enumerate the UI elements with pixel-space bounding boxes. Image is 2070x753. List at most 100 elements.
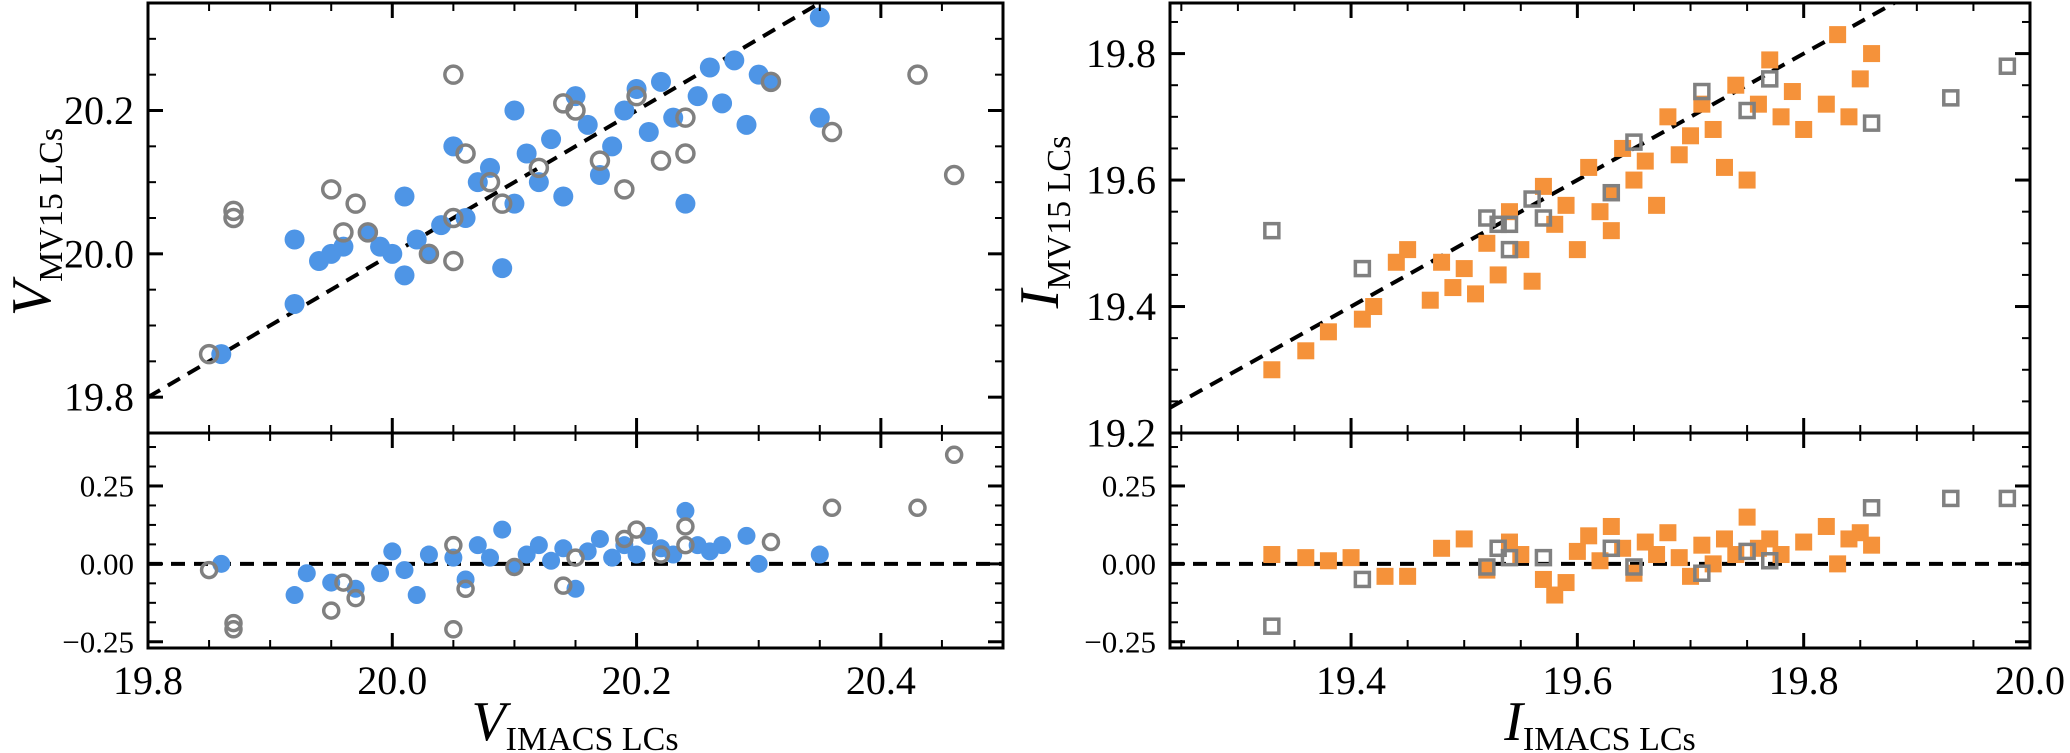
i-top-filled-point	[1727, 76, 1745, 94]
v-top-open-point	[418, 243, 440, 265]
v-bottom-open-point	[444, 535, 463, 555]
v-top-filled-point	[382, 243, 403, 264]
i-bottom-filled-point	[1342, 549, 1360, 567]
i-top-open-point	[1862, 114, 1881, 132]
v-bottom-xlabel-sub: IMACS LCs	[506, 721, 679, 753]
i-bottom-open-point	[1693, 564, 1711, 582]
v-top-panel: 19.8 20.0 20.2	[64, 1, 1005, 435]
v-top-filled-point	[614, 100, 635, 121]
i-bottom-panel: −0.25 0.00 0.25 19.4 19.6 19.8 20.0	[1084, 431, 2065, 703]
v-top-filled-point	[406, 229, 427, 250]
v-top-open-point	[198, 343, 220, 365]
i-bottom-open-point	[1942, 489, 1960, 508]
i-bottom-open-point	[1500, 548, 1519, 567]
v-top-open-point	[528, 157, 550, 179]
v-top-filled-point	[284, 229, 305, 250]
v-bottom-open-point	[334, 573, 353, 592]
v-bottom-open-point	[346, 588, 365, 608]
v-top-open-point	[443, 250, 464, 272]
i-top-open-point	[1693, 82, 1711, 101]
i-top-filled-point	[1478, 234, 1496, 252]
v-top-filled-point	[638, 122, 659, 142]
v-bottom-open-point	[944, 445, 964, 465]
v-bottom-ytick-label: −0.25	[62, 624, 134, 659]
v-bottom-xtick-label: 20.2	[602, 658, 672, 703]
v-top-ylabel: VMV15 LCs	[1, 128, 70, 316]
i-top-filled-point	[1523, 272, 1541, 290]
i-top-filled-point	[1783, 83, 1801, 101]
i-top-filled-point	[1263, 361, 1281, 379]
i-bottom-ytick-label: −0.25	[1084, 624, 1156, 659]
i-bottom-open-point	[1602, 539, 1621, 558]
v-top-ytick-label: 19.8	[64, 375, 134, 420]
i-top-filled-point	[1467, 285, 1485, 303]
v-top-ytick-label: 20.0	[64, 231, 134, 276]
i-top-open-point	[1942, 89, 1960, 107]
i-bottom-open-point	[1625, 558, 1643, 576]
i-bottom-filled-point	[1399, 567, 1417, 585]
i-bottom-open-point	[1489, 539, 1507, 558]
i-bottom-open-point	[1760, 552, 1779, 570]
i-bottom-filled-point	[1829, 555, 1847, 573]
i-bottom-filled-point	[1557, 574, 1575, 592]
v-top-filled-point	[651, 71, 671, 92]
v-bottom-ytick-label: 0.00	[80, 546, 134, 581]
v-bottom-open-point	[651, 545, 671, 564]
v-bottom-open-point	[566, 548, 585, 567]
v-bottom-filled-point	[737, 526, 756, 545]
i-bottom-filled-point	[1580, 527, 1598, 545]
i-top-panel: 19.2 19.4 19.6 19.8	[1086, 1, 2032, 456]
v-top-ylabel-sub: MV15 LCs	[33, 128, 70, 282]
v-top-filled-point	[516, 143, 537, 164]
v-bottom-xtick-label: 19.8	[113, 658, 183, 703]
v-bottom-filled-point	[590, 529, 609, 548]
v-bottom-xtick-label: 20.4	[846, 658, 916, 703]
i-top-reference-line	[1170, 3, 1899, 410]
i-bottom-filled-point	[1795, 533, 1813, 551]
i-top-filled-point	[1863, 45, 1881, 63]
v-bottom-filled-point	[407, 586, 426, 605]
i-bottom-filled-point	[1263, 546, 1281, 564]
v-bottom-filled-point	[627, 545, 646, 564]
v-bottom-filled-point	[493, 520, 512, 539]
i-top-open-point	[1523, 190, 1541, 208]
i-top-open-point	[1602, 183, 1621, 202]
i-bottom-filled-point	[1670, 549, 1688, 567]
i-top-filled-point	[1648, 196, 1666, 214]
v-top-filled-point	[528, 172, 549, 193]
i-top-filled-point	[1715, 158, 1733, 176]
i-bottom-filled-point	[1738, 508, 1756, 526]
i-bottom-open-point	[1478, 558, 1496, 576]
v-top-filled-point	[284, 294, 305, 314]
i-top-open-point	[1625, 133, 1643, 151]
v-top-open-point	[479, 171, 501, 193]
i-top-filled-point	[1840, 108, 1858, 126]
i-top-ytick-label: 19.2	[1086, 411, 1156, 456]
v-top-open-point	[675, 107, 696, 128]
v-bottom-xlabel-main: V	[471, 691, 511, 753]
i-bottom-filled-point	[1693, 536, 1711, 554]
i-top-filled-point	[1851, 70, 1869, 88]
i-bottom-filled-point	[1761, 530, 1779, 548]
v-top-open-point	[760, 71, 782, 93]
v-bottom-open-point	[676, 517, 695, 536]
v-bottom-open-point	[505, 557, 524, 577]
i-top-filled-point	[1602, 184, 1620, 202]
i-bottom-xtick-label: 19.4	[1316, 658, 1386, 703]
i-top-filled-point	[1625, 171, 1643, 189]
i-bottom-open-point	[1353, 570, 1372, 589]
v-top-open-point	[357, 222, 379, 243]
v-bottom-filled-point	[542, 551, 561, 570]
i-top-filled-point	[1704, 120, 1722, 138]
i-bottom-frame	[1168, 431, 2032, 650]
i-bottom-filled-point	[1376, 567, 1394, 585]
v-top-filled-point	[687, 86, 708, 107]
i-bottom-filled-point	[1817, 517, 1835, 535]
v-bottom-open-point	[444, 620, 463, 639]
v-bottom-filled-point	[749, 554, 768, 573]
i-top-filled-point	[1297, 342, 1315, 360]
v-bottom-open-point	[456, 579, 475, 599]
i-top-filled-point	[1421, 291, 1439, 309]
v-top-filled-point	[541, 129, 562, 150]
